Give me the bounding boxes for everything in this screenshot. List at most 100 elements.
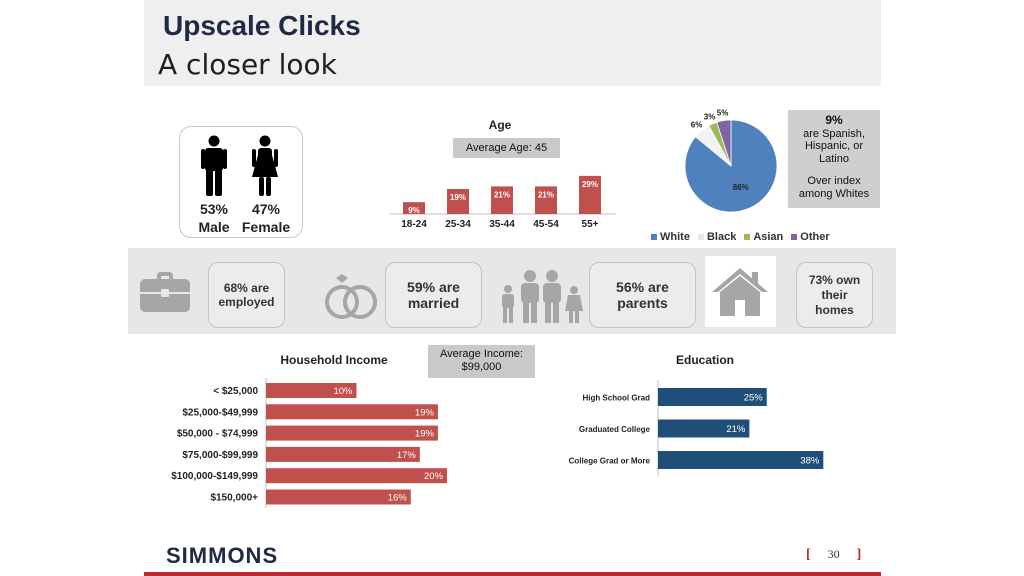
income-bar: [266, 383, 357, 398]
pie-slice-label: 6%: [691, 120, 703, 129]
parents-stat: 56% are parents: [589, 262, 696, 328]
age-bar-label: 29%: [582, 180, 598, 189]
age-tick-label: 35-44: [489, 219, 515, 230]
income-bar: [266, 404, 438, 420]
page-title: Upscale Clicks: [163, 10, 361, 41]
age-bar: [403, 202, 425, 214]
education-category-label: High School Grad: [582, 394, 650, 403]
married-stat: 59% are married: [385, 262, 482, 328]
income-bar-label: 16%: [388, 493, 408, 504]
hispanic-note: 9% are Spanish, Hispanic, or Latino Over…: [788, 110, 880, 208]
income-category-label: < $25,000: [213, 386, 258, 397]
age-bar: [579, 175, 601, 214]
legend-swatch: [651, 234, 657, 240]
age-bar: [535, 186, 557, 214]
age-chart: 9% 18-24 19% 25-34 21% 35-44 21% 45-54 29% 55+: [390, 175, 616, 230]
legend-item: Asian: [744, 231, 783, 243]
average-income-caption: Average Income:: [440, 348, 523, 360]
age-bar-label: 19%: [450, 193, 466, 202]
employed-stat: 68% are employed: [208, 262, 285, 328]
age-bar-label: 21%: [494, 190, 510, 199]
legend-swatch: [697, 234, 704, 240]
education-category-label: Graduated College: [579, 425, 651, 434]
ethnicity-pie-chart: 86% 6%3% 5%: [684, 109, 778, 213]
male-label: Male: [198, 219, 230, 235]
income-bar: [266, 446, 420, 462]
income-bar: [266, 489, 411, 505]
average-income-value: $99,000: [461, 361, 502, 373]
income-bar: [266, 425, 438, 441]
house-icon: [712, 268, 768, 316]
title-band: [144, 0, 881, 86]
legend-swatch: [791, 234, 798, 240]
education-bar: [658, 451, 824, 469]
average-income-label: Average Income: $99,000: [428, 345, 535, 378]
income-category-label: $50,000 - $74,999: [177, 429, 259, 440]
legend-item: Black: [697, 231, 737, 243]
briefcase-icon: [140, 272, 190, 312]
education-category-label: College Grad or More: [569, 457, 651, 466]
income-bar-label: 20%: [424, 471, 444, 482]
family-icon: [502, 270, 583, 323]
income-bar: [266, 468, 447, 484]
age-chart-title: Age: [488, 118, 512, 132]
female-label: Female: [241, 219, 291, 235]
legend-label: Other: [800, 231, 830, 243]
income-category-label: $150,000+: [210, 493, 258, 504]
education-bar-label: 38%: [800, 456, 820, 467]
income-bar-label: 10%: [333, 386, 353, 397]
age-tick-label: 45-54: [533, 219, 559, 230]
male-pct: 53%: [199, 201, 229, 217]
education-chart: 25% High School Grad 21% Graduated College 3…: [569, 380, 824, 477]
gender-panel: 53% 47% Male Female: [179, 126, 303, 238]
age-tick-label: 25-34: [445, 219, 471, 230]
rings-icon: [325, 274, 377, 319]
income-chart: 10% < $25,000 19% $25,000-$49,999 19% $50,000…: [171, 378, 447, 508]
pie-legend: White Black Asian Other: [651, 231, 830, 243]
footer-rule: [144, 572, 881, 576]
pie-slice: [716, 119, 732, 167]
legend-label: Black: [706, 231, 737, 243]
education-bar: [658, 388, 767, 406]
age-tick-label: 55+: [582, 219, 599, 230]
bracket-open: [: [806, 547, 811, 562]
simmons-logo: SIMMONS: [166, 543, 279, 568]
age-bar-label: 21%: [538, 190, 554, 199]
education-bar: [658, 419, 750, 438]
homes-stat: 73% own their homes: [796, 262, 873, 328]
page-subtitle: A closer look: [158, 48, 337, 81]
age-bar-label: 9%: [408, 206, 420, 215]
house-icon-box: [705, 256, 776, 327]
bracket-close: ]: [856, 547, 862, 562]
education-bar-label: 21%: [726, 424, 746, 435]
hispanic-pct: 9%: [825, 113, 843, 127]
income-category-label: $100,000-$149,999: [171, 471, 258, 482]
age-tick-label: 18-24: [401, 219, 427, 230]
female-pct: 47%: [251, 201, 281, 217]
income-category-label: $25,000-$49,999: [182, 407, 258, 418]
income-bar-label: 19%: [415, 429, 435, 440]
page-number-area: [ 30 ]: [806, 547, 861, 563]
hispanic-text: are Spanish, Hispanic, or Latino: [803, 127, 865, 165]
legend-label: White: [660, 231, 690, 243]
pie-slice-label: 3%: [704, 112, 716, 121]
page-number: 30: [827, 547, 840, 561]
pie-slice-label: 86%: [733, 183, 749, 192]
legend-label: Asian: [753, 231, 784, 243]
legend-item: White: [651, 231, 690, 243]
income-chart-title: Household Income: [280, 353, 388, 367]
income-bar-label: 17%: [397, 450, 417, 461]
female-icon: [252, 135, 278, 196]
legend-item: Other: [791, 231, 830, 243]
average-age-label: Average Age: 45: [453, 138, 560, 158]
legend-swatch: [744, 234, 751, 240]
age-bar: [491, 186, 513, 214]
over-index-text: Over index among Whites: [798, 175, 870, 200]
education-bar-label: 25%: [744, 393, 764, 404]
income-category-label: $75,000-$99,999: [182, 450, 258, 461]
education-chart-title: Education: [675, 353, 734, 367]
income-bar-label: 19%: [415, 407, 435, 418]
pie-slice-label: 5%: [717, 109, 729, 118]
age-bar: [447, 189, 469, 214]
male-icon: [201, 135, 227, 196]
